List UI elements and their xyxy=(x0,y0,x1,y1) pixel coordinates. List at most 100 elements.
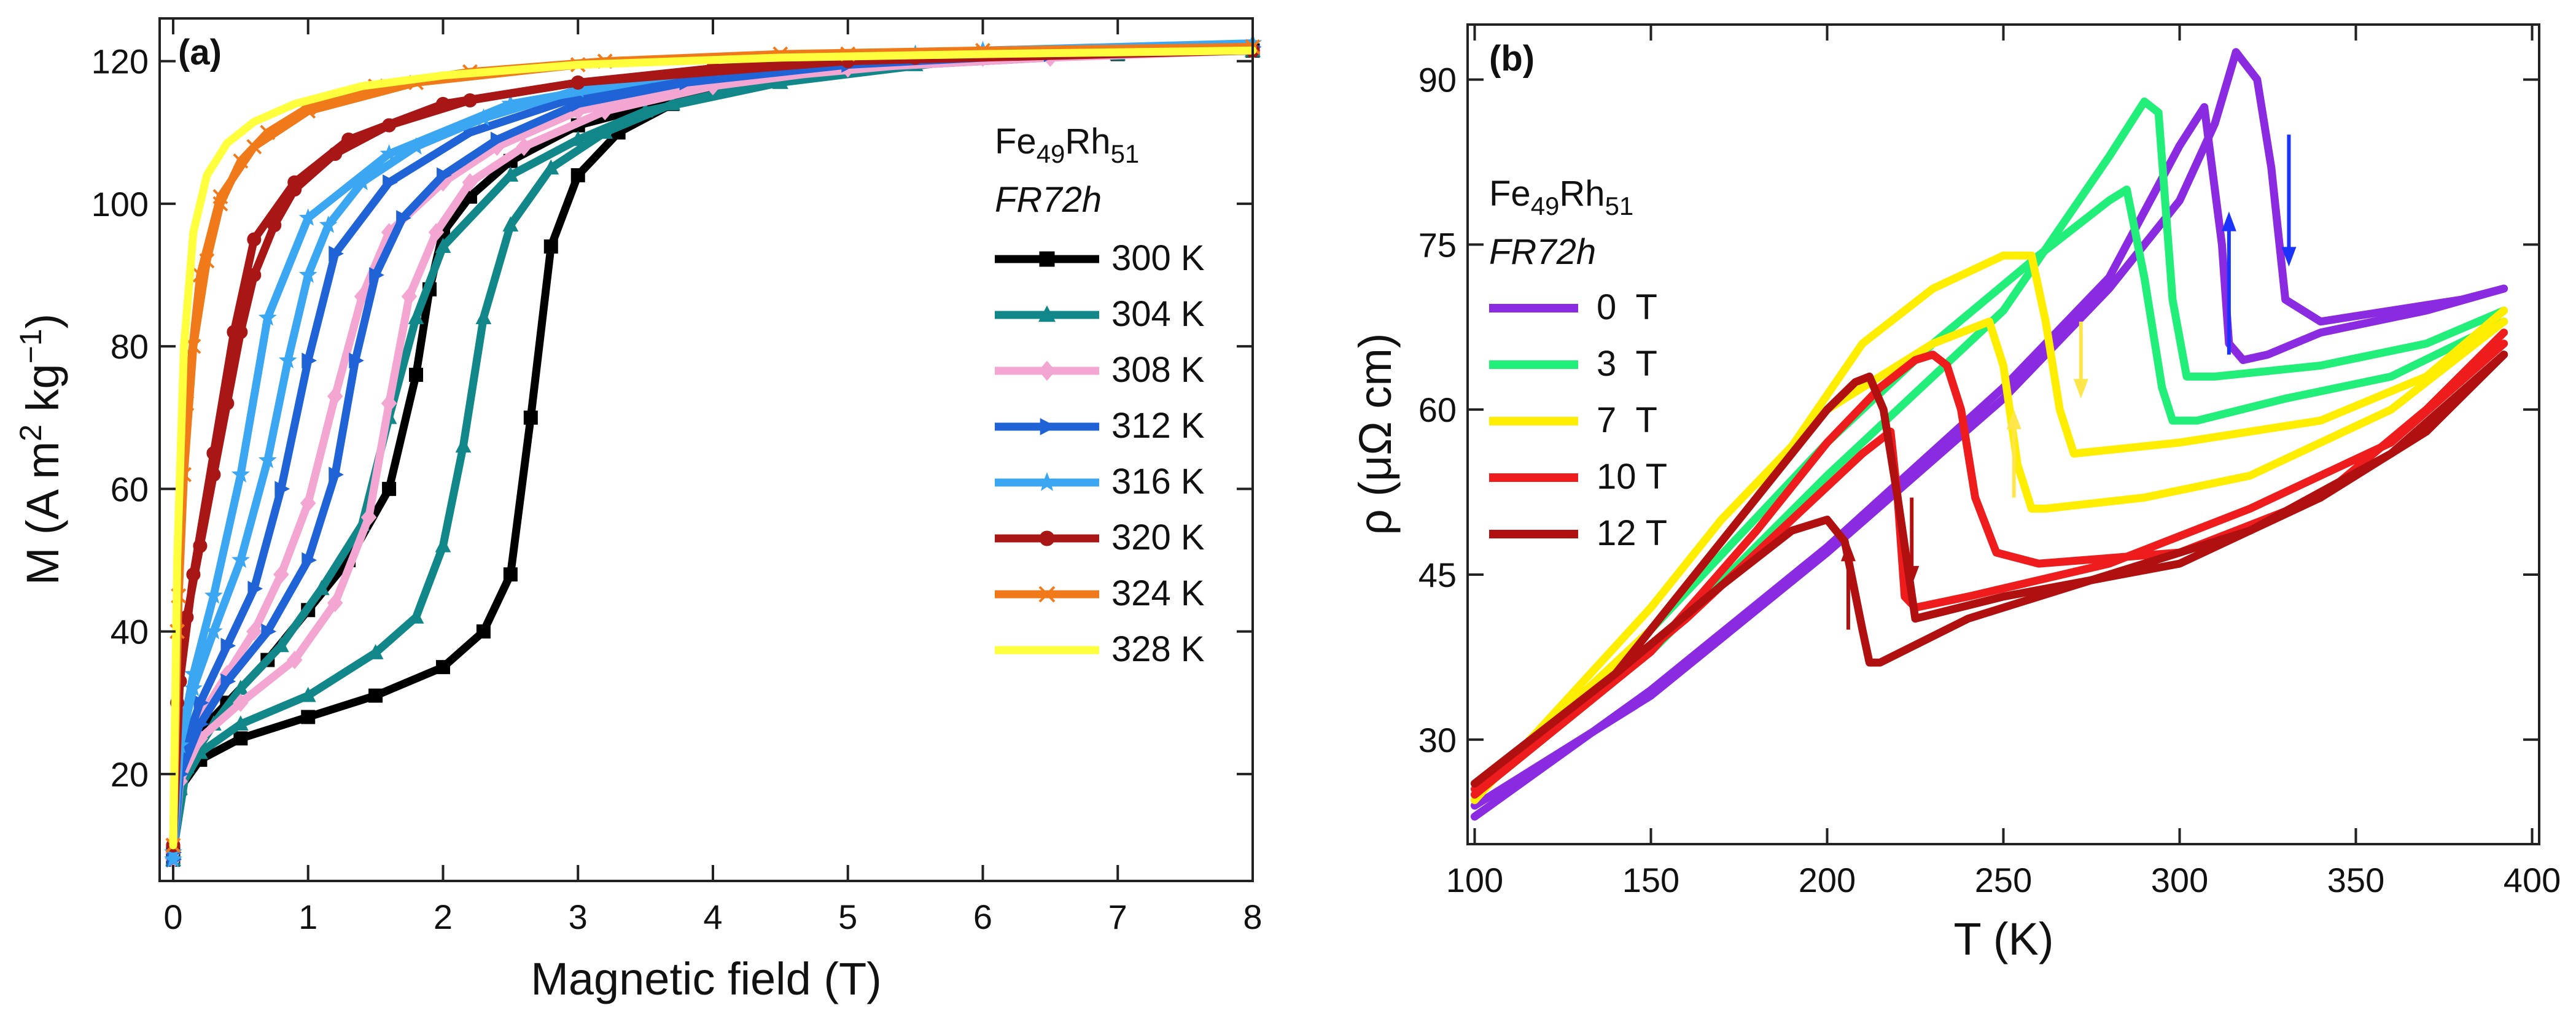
series-312-k-point xyxy=(329,467,344,483)
series-316-k-point xyxy=(278,351,297,369)
legend-a-marker-324-k xyxy=(1038,586,1056,603)
series-304-k-line-1 xyxy=(169,46,1257,857)
legend-b-label-3-t: 3 T xyxy=(1597,344,1657,384)
hysteresis-arrow-head xyxy=(1840,541,1856,562)
panel-b-label: (b) xyxy=(1489,39,1535,79)
series-304-k xyxy=(165,41,1261,866)
legend-a-label-304-k: 304 K xyxy=(1111,294,1205,334)
series-308-k-point xyxy=(401,287,418,306)
legend-a-label-312-k: 312 K xyxy=(1111,406,1205,446)
series-316-k-point xyxy=(298,208,317,226)
series-316-k-point xyxy=(204,586,223,604)
panel-a-magnetization-chart: 0 1 2 3 4 5 6 7 8 20 40 60 80 100 120 (a) Magnetic fie… xyxy=(14,17,1263,1004)
series-316-k-point xyxy=(319,215,338,233)
panel-a-y-tick-label: 100 xyxy=(91,185,149,223)
series-300-k-point xyxy=(543,239,558,254)
panel-b-legend: Fe49Rh51 FR72h 0 T 3 T 7 T 10 T 12 T xyxy=(1489,174,1667,553)
series-316-k-point xyxy=(231,465,250,483)
panel-a-y-tick-label: 120 xyxy=(91,42,149,81)
series-300-k-point xyxy=(368,688,383,703)
series-316-k-point xyxy=(164,850,182,867)
panel-b-y-tick-label: 90 xyxy=(1418,61,1457,99)
panel-a-label: (a) xyxy=(178,33,222,72)
series-312-k-point xyxy=(383,174,398,190)
legend-a-marker-300-k xyxy=(1039,251,1055,267)
panel-a-x-tick-label: 0 xyxy=(163,898,182,936)
panel-b-series-layer xyxy=(1471,48,2508,821)
series-320-k-point xyxy=(206,446,221,460)
series-300-k-point xyxy=(435,660,450,675)
series-320-k-point xyxy=(247,232,262,247)
panel-b-y-tick-label: 60 xyxy=(1418,390,1457,429)
series-308-k-point xyxy=(246,622,262,641)
series-300-k-point xyxy=(503,567,518,582)
series-304-k-point xyxy=(367,644,384,659)
panel-b-x-tick-label: 100 xyxy=(1446,861,1503,899)
panel-a-x-axis-title: Magnetic field (T) xyxy=(531,953,882,1004)
series-308-k-point xyxy=(286,650,303,670)
series-304-k-point xyxy=(313,580,330,595)
series-324-k-point xyxy=(246,139,262,155)
series-3-t-branch-0 xyxy=(1471,97,2508,799)
panel-a-y-tick-label: 40 xyxy=(111,613,149,651)
legend-b-label-10-t: 10 T xyxy=(1597,457,1667,497)
series-304-k-point xyxy=(435,238,451,253)
series-324-k-point xyxy=(300,103,316,119)
series-308-k-point xyxy=(462,173,478,192)
panel-b-y-tick-label: 75 xyxy=(1418,225,1457,264)
series-0-t xyxy=(1471,48,2508,821)
series-304-k-point xyxy=(570,131,586,146)
series-304-k-point xyxy=(435,537,451,553)
legend-a-label-328-k: 328 K xyxy=(1111,629,1205,669)
legend-a-marker-312-k xyxy=(1040,417,1057,436)
series-308-k-point xyxy=(300,494,316,513)
series-304-k-point xyxy=(300,686,316,702)
series-316-k-point xyxy=(258,451,277,468)
series-320-k xyxy=(166,43,1260,853)
panel-a-x-tick-label: 6 xyxy=(973,898,992,936)
panel-a-series-layer xyxy=(164,33,1262,869)
series-10-t-branch-0 xyxy=(1471,328,2508,799)
legend-a-marker-304-k xyxy=(1038,305,1056,322)
hysteresis-arrow-head xyxy=(1904,565,1920,586)
series-312-k-point xyxy=(261,623,277,640)
series-316-k-point xyxy=(184,664,203,682)
series-308-k-point xyxy=(273,565,289,584)
series-304-k-point xyxy=(637,102,654,118)
series-304-k-point xyxy=(455,437,472,453)
series-300-k-line-1 xyxy=(169,46,1257,857)
series-312-k-point xyxy=(369,267,384,283)
panel-a-axes: 0 1 2 3 4 5 6 7 8 20 40 60 80 100 120 xyxy=(91,18,1263,936)
series-304-k-point xyxy=(408,608,424,624)
panel-b-x-tick-label: 200 xyxy=(1799,861,1856,899)
series-316-k-point xyxy=(231,550,250,568)
series-324-k-point xyxy=(212,188,228,204)
series-308-k-point xyxy=(327,594,343,613)
series-304-k-point xyxy=(543,159,559,175)
legend-b-label-7-t: 7 T xyxy=(1597,400,1657,440)
panel-a-x-tick-label: 5 xyxy=(838,898,857,936)
series-316-k-line-0 xyxy=(169,39,1257,864)
series-12-t-branch-1 xyxy=(1471,351,2508,788)
series-328-k-line-0 xyxy=(169,46,1257,850)
panel-a-legend: Fe49Rh51 FR72h 300 K 304 K 308 K 312 K 316 K… xyxy=(995,122,1205,669)
panel-a-y-tick-label: 60 xyxy=(111,470,149,508)
series-0-t-branch-0 xyxy=(1471,48,2508,810)
series-316-k-point xyxy=(379,144,399,162)
series-320-k-point xyxy=(227,325,241,339)
panel-b-axes: 100 150 200 250 300 350 400 30 45 60 75 90 xyxy=(1418,25,2561,899)
series-0-t-branch-1 xyxy=(1471,103,2508,821)
series-328-k xyxy=(169,46,1257,850)
series-320-k-point xyxy=(435,96,450,111)
series-320-k-line-0 xyxy=(169,46,1257,850)
legend-a-label-308-k: 308 K xyxy=(1111,350,1205,390)
series-312-k-point xyxy=(220,637,236,654)
series-300-k xyxy=(166,43,1260,867)
legend-a-marker-316-k xyxy=(1037,471,1057,491)
series-308-k xyxy=(165,41,1261,869)
series-312-k-point xyxy=(490,131,506,148)
panel-a-x-tick-label: 1 xyxy=(298,898,317,936)
series-308-k-point xyxy=(381,394,397,413)
panel-b-resistivity-chart: 100 150 200 250 300 350 400 30 45 60 75 90 (b) T (K… xyxy=(1350,23,2561,964)
series-304-k-point xyxy=(502,166,519,182)
